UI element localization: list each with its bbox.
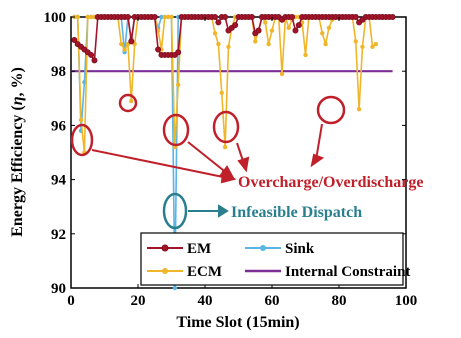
ecm-point-74 bbox=[320, 31, 325, 36]
ecm-point-58 bbox=[266, 41, 271, 47]
y-tick-label-1: 92 bbox=[51, 227, 66, 243]
legend-ecm-marker bbox=[162, 268, 168, 274]
ecm-point-45 bbox=[222, 144, 228, 150]
sink-point-26 bbox=[159, 14, 164, 20]
ecm-point-62 bbox=[279, 71, 285, 77]
overcharge-circle-3 bbox=[162, 113, 190, 147]
ecm-point-43 bbox=[216, 41, 221, 47]
ecm-point-2 bbox=[78, 117, 84, 123]
em-point-45 bbox=[222, 13, 229, 20]
ecm-point-59 bbox=[269, 28, 275, 33]
ecm-point-28 bbox=[165, 14, 171, 20]
em-point-95 bbox=[389, 13, 396, 20]
em-point-84 bbox=[352, 13, 359, 20]
em-point-53 bbox=[248, 13, 255, 20]
em-point-24 bbox=[151, 13, 158, 20]
em-point-31 bbox=[175, 49, 182, 56]
y-axis-title-part-1: Energy Efficiency ( bbox=[9, 105, 26, 237]
ecm-point-54 bbox=[253, 39, 258, 44]
ecm-point-29 bbox=[169, 14, 174, 20]
annotation-overcharge: Overcharge/Overdischarge bbox=[238, 174, 423, 191]
em-point-43 bbox=[215, 19, 222, 26]
arrow-2-head bbox=[219, 165, 235, 180]
y-axis-ticks: 90 92 94 96 98 100 bbox=[44, 10, 406, 297]
ecm-point-57 bbox=[263, 20, 268, 25]
legend-internal-label: Internal Constraint bbox=[285, 264, 410, 280]
overcharge-circle-5 bbox=[316, 95, 346, 125]
legend-sink-label: Sink bbox=[285, 241, 315, 257]
overcharge-circle-1 bbox=[70, 123, 94, 157]
y-tick-label-5: 100 bbox=[44, 10, 67, 26]
legend-em-marker bbox=[161, 244, 169, 252]
annotation-arrows bbox=[91, 123, 325, 184]
x-tick-label-3: 60 bbox=[265, 293, 280, 309]
legend-ecm-label: ECM bbox=[187, 264, 222, 280]
arrow-3-head bbox=[237, 156, 250, 173]
ecm-point-76 bbox=[326, 25, 332, 31]
y-axis-title-part-2: , %) bbox=[9, 67, 26, 96]
arrow-4-head bbox=[310, 153, 325, 168]
y-tick-label-0: 90 bbox=[51, 281, 66, 297]
em-point-0 bbox=[71, 37, 78, 44]
arrow-4 bbox=[315, 123, 323, 161]
ecm-point-42 bbox=[212, 31, 218, 36]
ecm-point-14 bbox=[119, 41, 124, 47]
legend-em-label: EM bbox=[187, 241, 211, 257]
ecm-point-44 bbox=[219, 90, 224, 96]
arrow-2 bbox=[187, 141, 229, 175]
infeasible-arrow bbox=[188, 204, 229, 218]
sink-point-30 bbox=[172, 285, 178, 291]
ecm-point-46 bbox=[226, 44, 231, 50]
em-point-6 bbox=[91, 57, 98, 64]
x-tick-label-4: 80 bbox=[332, 293, 347, 309]
ecm-point-17 bbox=[129, 98, 134, 104]
x-tick-label-0: 0 bbox=[67, 293, 75, 309]
ecm-point-75 bbox=[323, 41, 328, 47]
em-point-65 bbox=[289, 13, 296, 20]
x-tick-label-5: 100 bbox=[395, 293, 418, 309]
y-tick-label-3: 96 bbox=[51, 118, 67, 134]
em-point-66 bbox=[292, 27, 299, 34]
em-point-17 bbox=[128, 38, 135, 45]
y-axis-title-eta: η bbox=[9, 96, 26, 105]
infeasible-circle bbox=[162, 192, 188, 230]
x-tick-label-2: 40 bbox=[198, 293, 213, 309]
ecm-point-90 bbox=[373, 41, 379, 47]
ecm-point-89 bbox=[370, 44, 375, 50]
ecm-point-1 bbox=[75, 14, 80, 20]
em-point-67 bbox=[295, 22, 302, 29]
em-point-25 bbox=[155, 46, 162, 53]
annotation-infeasible: Infeasible Dispatch bbox=[231, 204, 362, 221]
x-tick-label-1: 20 bbox=[131, 293, 146, 309]
y-tick-label-4: 98 bbox=[51, 64, 66, 80]
legend-sink-marker bbox=[260, 245, 266, 251]
em-point-42 bbox=[212, 13, 219, 20]
ecm-point-4 bbox=[85, 14, 90, 20]
ecm-point-84 bbox=[353, 39, 358, 44]
em-point-48 bbox=[232, 22, 239, 29]
overcharge-circle-2 bbox=[118, 93, 138, 113]
ecm-point-5 bbox=[88, 14, 94, 20]
ecm-point-31 bbox=[176, 82, 181, 87]
y-tick-label-2: 94 bbox=[51, 173, 67, 189]
em-point-16 bbox=[124, 13, 131, 20]
ecm-point-15 bbox=[122, 47, 127, 52]
legend-box bbox=[140, 232, 404, 286]
arrow-1 bbox=[91, 149, 229, 179]
ecm-point-27 bbox=[162, 14, 167, 20]
annotation-circles bbox=[70, 93, 346, 157]
infeasible-arrow-head bbox=[218, 204, 229, 218]
x-axis-title: Time Slot (15min) bbox=[176, 314, 299, 331]
ecm-point-69 bbox=[303, 52, 308, 58]
em-point-55 bbox=[255, 27, 262, 34]
em-point-5 bbox=[88, 51, 95, 58]
y-axis-title: Energy Efficiency (η, %) bbox=[9, 67, 26, 237]
ecm-point-85 bbox=[356, 106, 362, 112]
overcharge-circle-4 bbox=[212, 110, 240, 144]
ecm-point-86 bbox=[360, 44, 365, 50]
legend: EM Sink ECM Internal Constraint bbox=[140, 232, 410, 286]
ecm-point-64 bbox=[286, 25, 291, 31]
